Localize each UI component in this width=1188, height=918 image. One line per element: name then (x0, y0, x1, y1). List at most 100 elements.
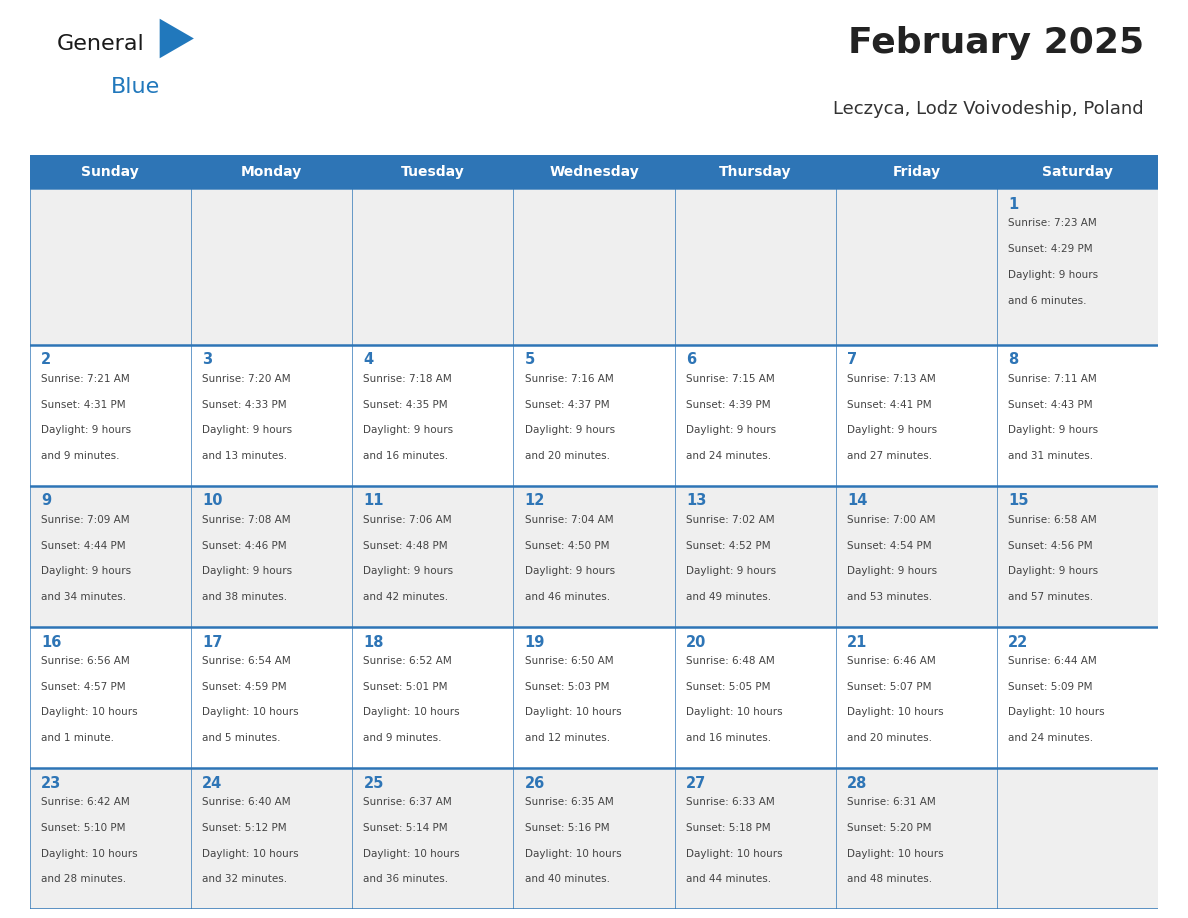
Text: Daylight: 10 hours: Daylight: 10 hours (525, 848, 621, 858)
Text: Sunset: 4:56 PM: Sunset: 4:56 PM (1009, 541, 1093, 551)
Text: 4: 4 (364, 353, 373, 367)
Text: Sunset: 4:41 PM: Sunset: 4:41 PM (847, 399, 931, 409)
Text: and 24 minutes.: and 24 minutes. (1009, 733, 1093, 744)
Text: Sunrise: 7:08 AM: Sunrise: 7:08 AM (202, 515, 291, 525)
Text: Sunset: 4:54 PM: Sunset: 4:54 PM (847, 541, 931, 551)
Text: Sunset: 4:29 PM: Sunset: 4:29 PM (1009, 244, 1093, 254)
Text: and 9 minutes.: and 9 minutes. (364, 733, 442, 744)
Text: Daylight: 10 hours: Daylight: 10 hours (847, 708, 943, 718)
Text: Daylight: 10 hours: Daylight: 10 hours (202, 848, 299, 858)
Text: and 16 minutes.: and 16 minutes. (685, 733, 771, 744)
Text: Sunrise: 7:11 AM: Sunrise: 7:11 AM (1009, 374, 1097, 384)
Text: Daylight: 9 hours: Daylight: 9 hours (1009, 566, 1099, 577)
Text: and 9 minutes.: and 9 minutes. (40, 451, 120, 461)
Text: and 40 minutes.: and 40 minutes. (525, 874, 609, 884)
Text: and 12 minutes.: and 12 minutes. (525, 733, 609, 744)
Text: Sunset: 4:50 PM: Sunset: 4:50 PM (525, 541, 609, 551)
Text: 20: 20 (685, 634, 707, 650)
Text: Sunset: 5:12 PM: Sunset: 5:12 PM (202, 823, 286, 833)
Text: Daylight: 9 hours: Daylight: 9 hours (40, 566, 131, 577)
Text: Sunrise: 6:56 AM: Sunrise: 6:56 AM (40, 656, 129, 666)
Text: Daylight: 10 hours: Daylight: 10 hours (202, 708, 299, 718)
Text: Tuesday: Tuesday (400, 165, 465, 179)
Text: Daylight: 9 hours: Daylight: 9 hours (202, 566, 292, 577)
Text: Sunset: 5:10 PM: Sunset: 5:10 PM (40, 823, 126, 833)
Text: Sunset: 4:35 PM: Sunset: 4:35 PM (364, 399, 448, 409)
Text: 6: 6 (685, 353, 696, 367)
Text: and 46 minutes.: and 46 minutes. (525, 592, 609, 602)
Text: and 53 minutes.: and 53 minutes. (847, 592, 933, 602)
Text: 28: 28 (847, 776, 867, 790)
Text: and 36 minutes.: and 36 minutes. (364, 874, 449, 884)
Text: Sunset: 4:37 PM: Sunset: 4:37 PM (525, 399, 609, 409)
Text: Sunrise: 7:15 AM: Sunrise: 7:15 AM (685, 374, 775, 384)
Text: 12: 12 (525, 494, 545, 509)
Text: Sunrise: 6:33 AM: Sunrise: 6:33 AM (685, 797, 775, 807)
Text: and 44 minutes.: and 44 minutes. (685, 874, 771, 884)
Text: 3: 3 (202, 353, 213, 367)
Polygon shape (159, 18, 194, 58)
Text: 11: 11 (364, 494, 384, 509)
Text: Sunrise: 7:16 AM: Sunrise: 7:16 AM (525, 374, 613, 384)
Text: Sunset: 4:39 PM: Sunset: 4:39 PM (685, 399, 771, 409)
Text: Sunrise: 6:50 AM: Sunrise: 6:50 AM (525, 656, 613, 666)
Text: Sunrise: 6:54 AM: Sunrise: 6:54 AM (202, 656, 291, 666)
Text: Daylight: 9 hours: Daylight: 9 hours (1009, 270, 1099, 280)
Text: Sunset: 4:33 PM: Sunset: 4:33 PM (202, 399, 286, 409)
Text: Sunrise: 7:13 AM: Sunrise: 7:13 AM (847, 374, 936, 384)
Text: Daylight: 10 hours: Daylight: 10 hours (685, 708, 783, 718)
Text: 2: 2 (40, 353, 51, 367)
Text: 21: 21 (847, 634, 867, 650)
Text: Daylight: 9 hours: Daylight: 9 hours (1009, 425, 1099, 435)
Text: Monday: Monday (241, 165, 302, 179)
Text: 9: 9 (40, 494, 51, 509)
Text: Daylight: 9 hours: Daylight: 9 hours (40, 425, 131, 435)
Text: and 28 minutes.: and 28 minutes. (40, 874, 126, 884)
Text: Daylight: 10 hours: Daylight: 10 hours (1009, 708, 1105, 718)
Text: Sunset: 4:43 PM: Sunset: 4:43 PM (1009, 399, 1093, 409)
Text: and 49 minutes.: and 49 minutes. (685, 592, 771, 602)
Text: Sunday: Sunday (82, 165, 139, 179)
Text: Leczyca, Lodz Voivodeship, Poland: Leczyca, Lodz Voivodeship, Poland (833, 99, 1144, 118)
Text: and 42 minutes.: and 42 minutes. (364, 592, 449, 602)
Bar (30, 344, 1158, 486)
Text: 22: 22 (1009, 634, 1029, 650)
Text: 16: 16 (40, 634, 62, 650)
Text: and 38 minutes.: and 38 minutes. (202, 592, 287, 602)
Text: Sunrise: 7:06 AM: Sunrise: 7:06 AM (364, 515, 453, 525)
Text: and 20 minutes.: and 20 minutes. (525, 451, 609, 461)
Text: Sunset: 5:03 PM: Sunset: 5:03 PM (525, 682, 609, 691)
Text: Sunrise: 7:02 AM: Sunrise: 7:02 AM (685, 515, 775, 525)
Text: and 24 minutes.: and 24 minutes. (685, 451, 771, 461)
Text: and 34 minutes.: and 34 minutes. (40, 592, 126, 602)
Text: Sunrise: 6:35 AM: Sunrise: 6:35 AM (525, 797, 613, 807)
Text: Sunset: 4:48 PM: Sunset: 4:48 PM (364, 541, 448, 551)
Text: Sunset: 4:52 PM: Sunset: 4:52 PM (685, 541, 771, 551)
Text: 25: 25 (364, 776, 384, 790)
Text: Daylight: 9 hours: Daylight: 9 hours (525, 566, 615, 577)
Text: 8: 8 (1009, 353, 1018, 367)
Text: and 57 minutes.: and 57 minutes. (1009, 592, 1093, 602)
Text: Blue: Blue (110, 76, 159, 96)
Text: Daylight: 10 hours: Daylight: 10 hours (364, 708, 460, 718)
Text: Sunset: 5:18 PM: Sunset: 5:18 PM (685, 823, 771, 833)
Text: Sunset: 5:07 PM: Sunset: 5:07 PM (847, 682, 931, 691)
Text: Sunrise: 6:58 AM: Sunrise: 6:58 AM (1009, 515, 1097, 525)
Text: 19: 19 (525, 634, 545, 650)
Text: Daylight: 10 hours: Daylight: 10 hours (40, 848, 138, 858)
Text: 26: 26 (525, 776, 545, 790)
Text: Sunset: 5:09 PM: Sunset: 5:09 PM (1009, 682, 1093, 691)
Text: 15: 15 (1009, 494, 1029, 509)
Text: Sunset: 5:14 PM: Sunset: 5:14 PM (364, 823, 448, 833)
Text: and 27 minutes.: and 27 minutes. (847, 451, 933, 461)
Text: Sunrise: 7:00 AM: Sunrise: 7:00 AM (847, 515, 936, 525)
Text: Daylight: 9 hours: Daylight: 9 hours (202, 425, 292, 435)
Text: Daylight: 10 hours: Daylight: 10 hours (685, 848, 783, 858)
Bar (30, 767, 1158, 909)
Text: Daylight: 9 hours: Daylight: 9 hours (364, 425, 454, 435)
Text: Sunrise: 7:09 AM: Sunrise: 7:09 AM (40, 515, 129, 525)
Text: Daylight: 10 hours: Daylight: 10 hours (40, 708, 138, 718)
Text: 27: 27 (685, 776, 706, 790)
Text: Sunset: 5:20 PM: Sunset: 5:20 PM (847, 823, 931, 833)
Text: and 16 minutes.: and 16 minutes. (364, 451, 449, 461)
